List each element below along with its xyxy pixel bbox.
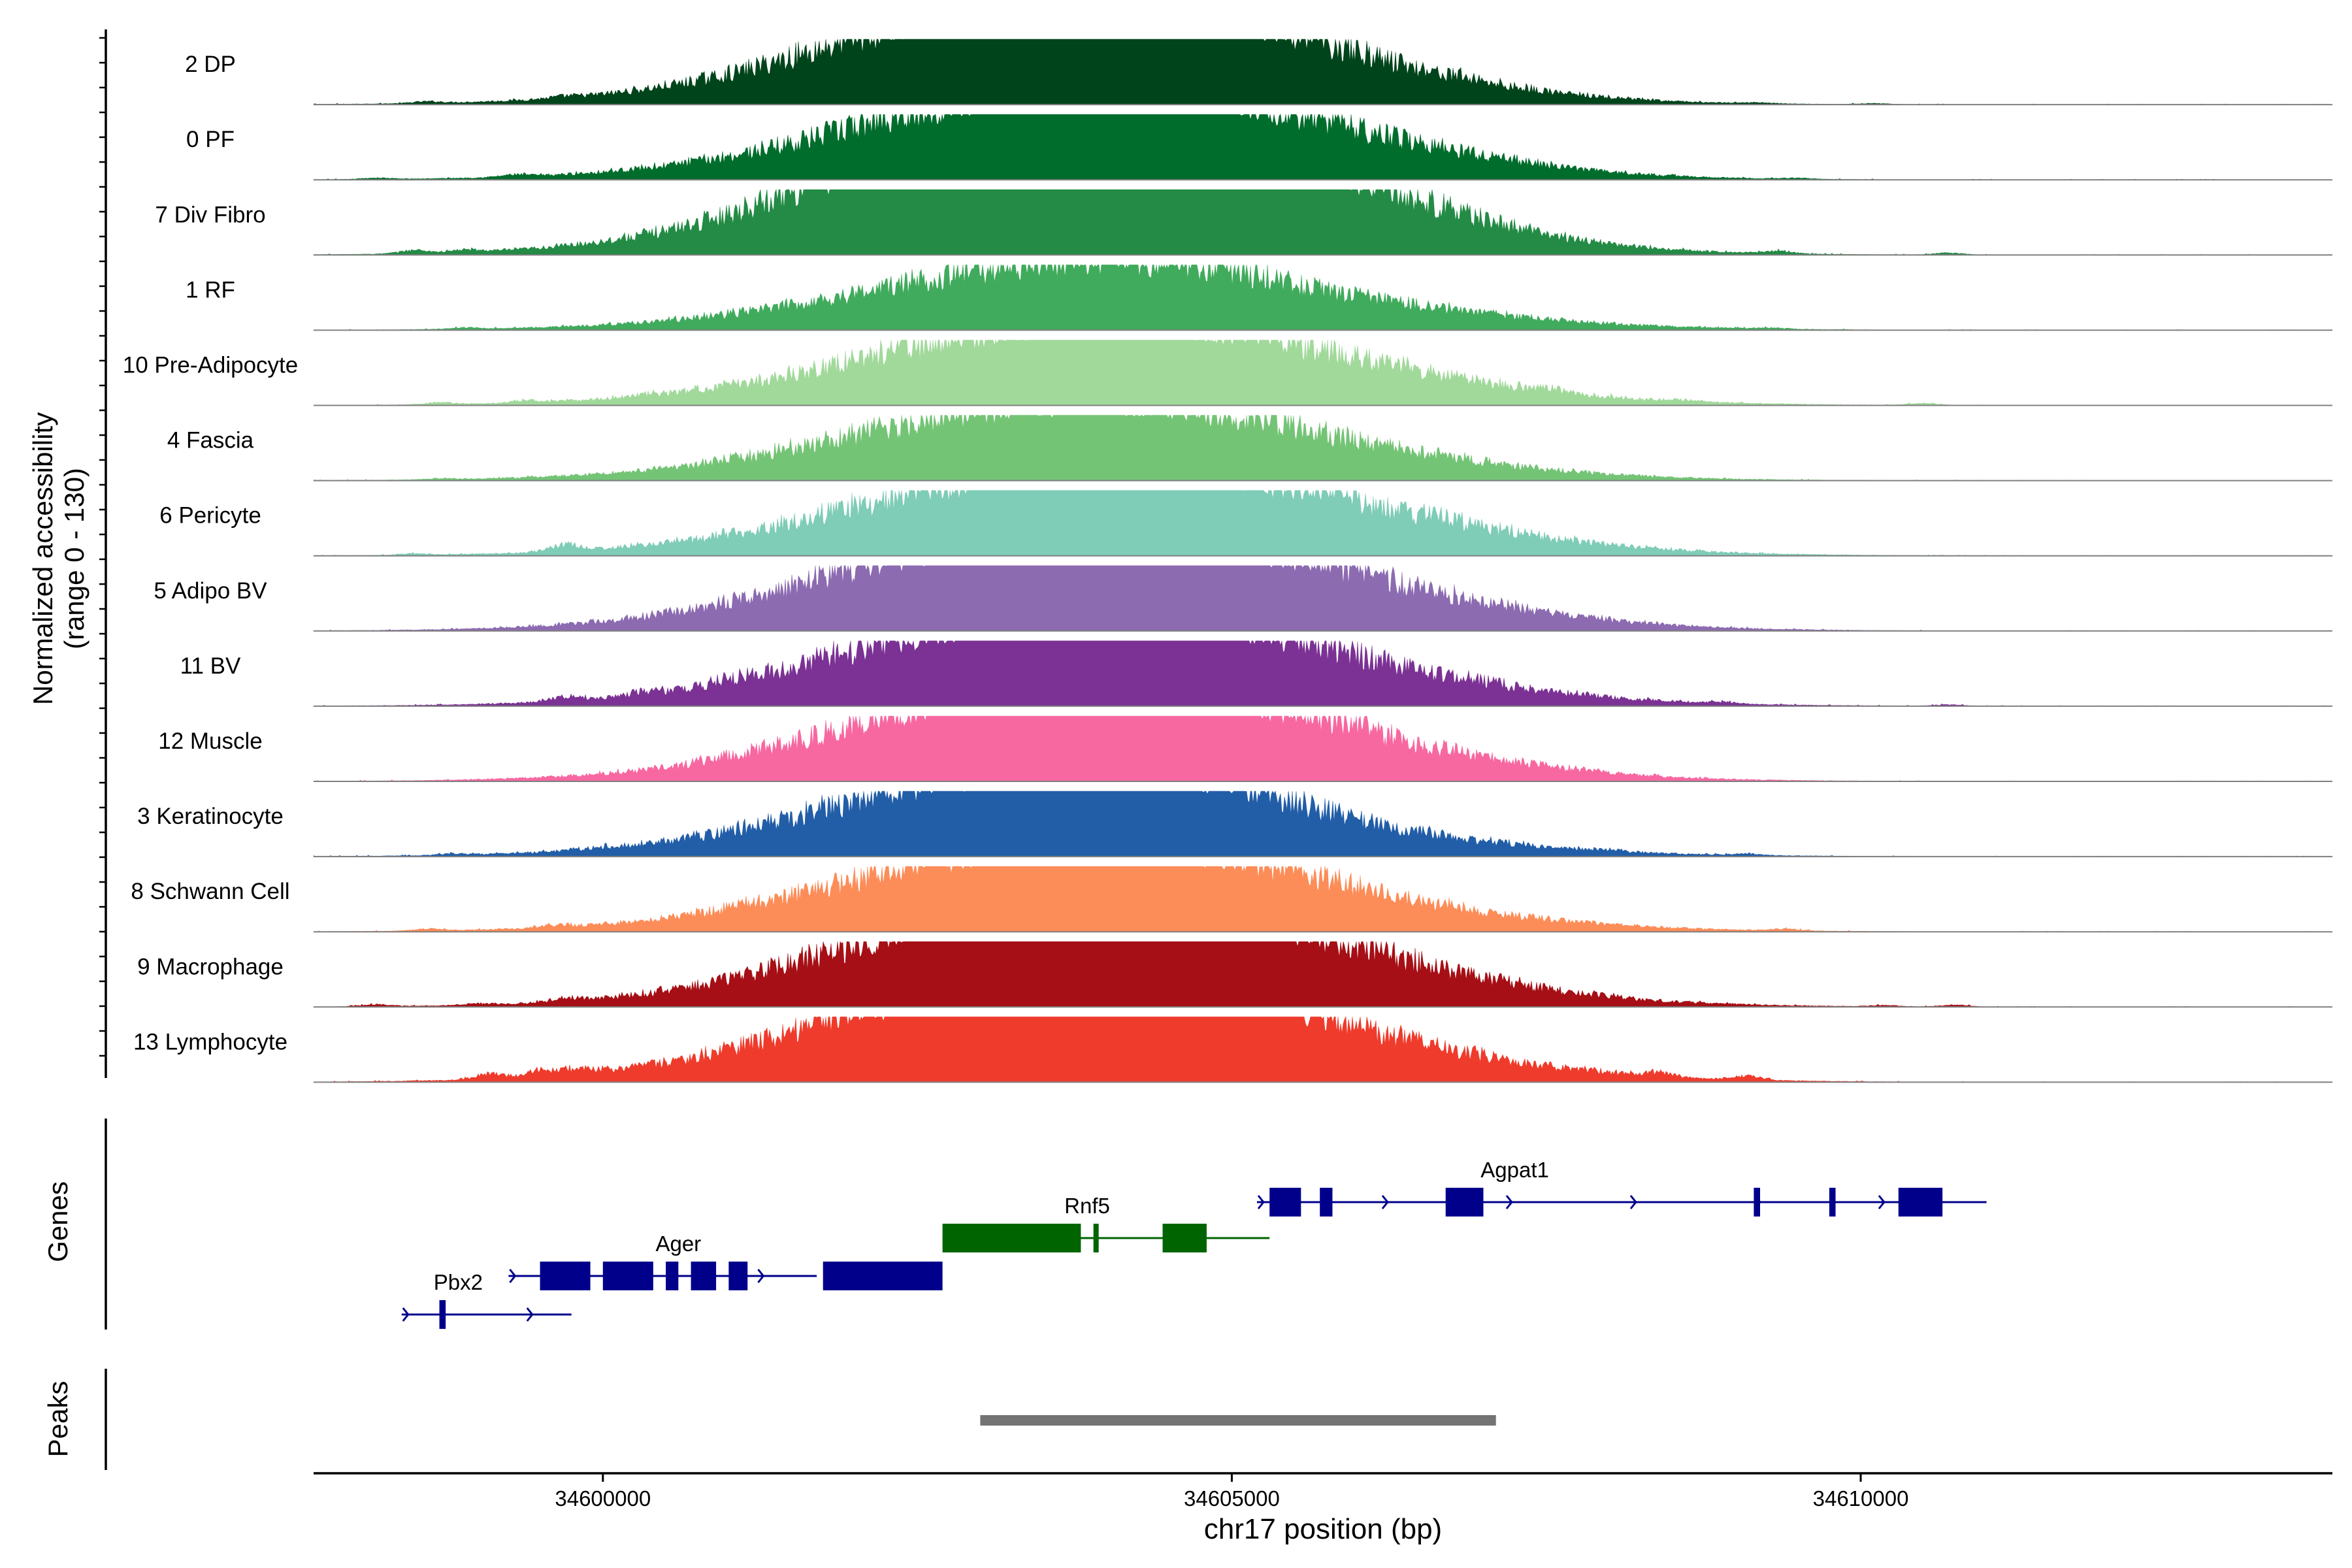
x-axis-tick-label: 34605000	[1184, 1486, 1280, 1511]
track-label: 2 DP	[185, 52, 236, 77]
track-label: 13 Lymphocyte	[133, 1029, 287, 1054]
track-8: 5 Adipo BV	[154, 564, 2332, 632]
gene-strand-arrow	[526, 1307, 534, 1322]
gene-exon	[540, 1262, 591, 1290]
gene-strand-arrow	[1878, 1195, 1886, 1209]
gene-rnf5: Rnf5	[942, 1194, 1270, 1252]
gene-exon	[1093, 1224, 1099, 1252]
x-axis-tick-label: 34610000	[1813, 1486, 1909, 1511]
genes-axis-label: Genes	[42, 1181, 73, 1262]
x-axis-ticks: 34600000 34605000 34610000	[555, 1473, 1908, 1511]
peaks-track	[980, 1415, 1496, 1426]
gene-label: Ager	[655, 1232, 701, 1256]
track-label: 4 Fascia	[167, 428, 254, 453]
track-label: 7 Div Fibro	[155, 202, 265, 227]
gene-label: Pbx2	[434, 1270, 483, 1294]
gene-exon	[602, 1262, 653, 1290]
track-14: 13 Lymphocyte	[133, 1016, 2332, 1083]
gene-strand-arrow	[1629, 1195, 1637, 1209]
gene-label: Rnf5	[1064, 1194, 1110, 1218]
gene-strand-arrow	[509, 1269, 517, 1283]
genes-track: Pbx2 Ager Rnf5 Agpat1	[401, 1158, 1987, 1329]
gene-exon	[1898, 1188, 1943, 1217]
gene-agpat1: Agpat1	[1256, 1158, 1987, 1217]
track-6: 4 Fascia	[167, 414, 2332, 482]
track-label: 5 Adipo BV	[154, 578, 267, 604]
gene-strand-arrow	[1505, 1195, 1513, 1209]
gene-strand-arrow	[402, 1307, 410, 1322]
track-label: 12 Muscle	[158, 728, 263, 754]
track-label: 11 BV	[180, 653, 241, 679]
gene-exon	[728, 1262, 748, 1290]
gene-pbx2: Pbx2	[401, 1270, 572, 1329]
x-axis-label: chr17 position (bp)	[1204, 1513, 1442, 1545]
gene-exon	[1754, 1188, 1761, 1217]
x-axis-tick-label: 34600000	[555, 1486, 651, 1511]
track-5: 10 Pre-Adipocyte	[123, 339, 2332, 406]
gene-exon	[823, 1262, 943, 1290]
gene-strand-arrow	[1257, 1195, 1265, 1209]
track-7: 6 Pericyte	[159, 489, 2332, 557]
track-label: 9 Macrophage	[137, 954, 284, 979]
gene-exon	[666, 1262, 679, 1290]
gene-exon	[1269, 1188, 1301, 1217]
gene-strand-arrow	[757, 1269, 765, 1283]
track-label: 0 PF	[186, 127, 235, 152]
track-1: 2 DP	[185, 38, 2332, 106]
y-axis-label-line1: Normalized accessibility	[27, 412, 58, 705]
gene-exon	[1320, 1188, 1333, 1217]
track-3: 7 Div Fibro	[155, 189, 2332, 256]
gene-exon	[1162, 1224, 1207, 1252]
peak-region	[980, 1415, 1496, 1426]
track-10: 12 Muscle	[158, 715, 2332, 782]
track-label: 8 Schwann Cell	[131, 879, 289, 904]
track-label: 3 Keratinocyte	[137, 804, 284, 829]
track-2: 0 PF	[186, 114, 2332, 181]
gene-exon	[691, 1262, 717, 1290]
gene-exon	[439, 1300, 446, 1329]
track-label: 6 Pericyte	[159, 503, 261, 529]
track-9: 11 BV	[180, 640, 2332, 707]
coverage-tracks: 2 DP 0 PF 7 Div Fibro 1 RF 10 Pre-Adipocyte 4…	[123, 38, 2333, 1083]
track-label: 10 Pre-Adipocyte	[123, 353, 298, 378]
gene-exon	[1445, 1188, 1484, 1217]
track-12: 8 Schwann Cell	[131, 866, 2332, 933]
gene-exon	[1829, 1188, 1836, 1217]
y-axis-ticks	[99, 37, 106, 1057]
gene-strand-arrow	[1381, 1195, 1389, 1209]
gene-ager: Ager	[508, 1232, 943, 1290]
peaks-axis-label: Peaks	[42, 1381, 73, 1458]
track-11: 3 Keratinocyte	[137, 791, 2332, 858]
gene-exon	[942, 1224, 1081, 1252]
track-4: 1 RF	[186, 264, 2333, 331]
gene-label: Agpat1	[1480, 1158, 1549, 1182]
track-label: 1 RF	[186, 277, 235, 302]
track-13: 9 Macrophage	[137, 941, 2332, 1008]
y-axis-label-line2: (range 0 - 130)	[59, 468, 90, 649]
